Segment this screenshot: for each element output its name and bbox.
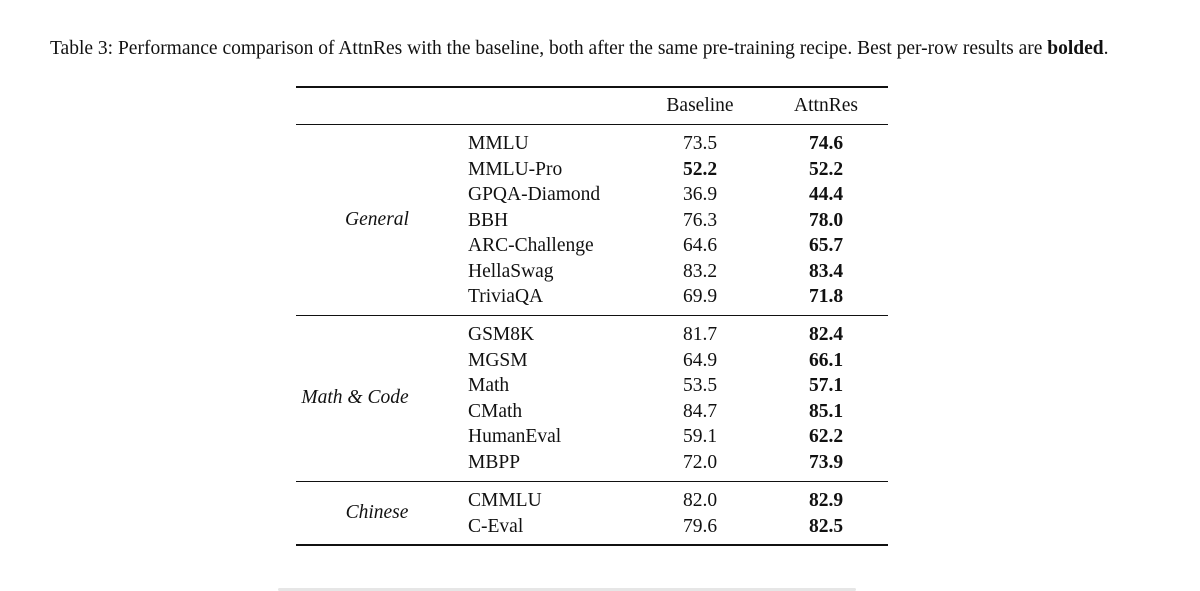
table-row-bench: HellaSwag	[468, 260, 554, 282]
table-row-bench: MBPP	[468, 451, 521, 473]
table-row-baseline: 81.7	[682, 324, 718, 345]
table-row-bench: C-Eval	[468, 515, 524, 537]
table-row-baseline: 36.9	[682, 184, 718, 205]
group-label-math-code: Math & Code	[301, 387, 409, 408]
caption-end: .	[1103, 38, 1109, 59]
table-row-attnres: 78.0	[808, 209, 844, 231]
table-row-bench: Math	[468, 375, 510, 396]
table-row-baseline: 73.5	[682, 133, 718, 154]
table-row-attnres: 82.5	[808, 515, 844, 537]
table-row-attnres: 74.6	[808, 133, 844, 154]
table-row-bench: CMath	[468, 400, 523, 422]
table-row-attnres: 62.2	[808, 426, 844, 447]
table-row-attnres: 73.9	[808, 451, 844, 473]
table-row-bench: CMMLU	[468, 490, 542, 511]
table-row-attnres: 44.4	[808, 184, 844, 205]
table-row-attnres: 71.8	[808, 286, 844, 307]
table-row-attnres: 83.4	[808, 260, 844, 282]
header-attnres: AttnRes	[794, 95, 858, 116]
table-caption: Table 3: Performance comparison of AttnR…	[50, 36, 1160, 62]
caption-label: Table 3:	[50, 38, 114, 59]
table-row-attnres: 82.4	[808, 324, 844, 345]
table-row-baseline: 53.5	[682, 375, 718, 396]
table-top-rule	[296, 86, 888, 88]
table-row-bench: BBH	[468, 209, 509, 231]
table-row-attnres: 52.2	[808, 158, 844, 180]
table-row-baseline: 79.6	[682, 515, 718, 537]
table-row-bench: TriviaQA	[468, 286, 544, 307]
table-row-baseline: 83.2	[682, 260, 718, 282]
table-row-bench: MMLU	[468, 133, 529, 154]
table-row-baseline: 76.3	[682, 209, 718, 231]
table-row-baseline: 52.2	[682, 158, 718, 180]
group-label-general: General	[345, 209, 409, 230]
table-row-attnres: 65.7	[808, 235, 844, 256]
header-rule	[296, 124, 888, 125]
table-row-attnres: 82.9	[808, 490, 844, 511]
table-row-baseline: 64.9	[682, 349, 718, 371]
table-row-baseline: 84.7	[682, 400, 718, 422]
table-row-attnres: 57.1	[808, 375, 844, 396]
table-row-baseline: 59.1	[682, 426, 718, 447]
caption-text: Performance comparison of AttnRes with t…	[113, 38, 1048, 59]
table-row-attnres: 85.1	[808, 400, 844, 422]
scroll-indicator	[278, 588, 856, 591]
table-row-bench: GPQA-Diamond	[468, 184, 601, 205]
group-label-chinese: Chinese	[345, 502, 409, 523]
table-row-baseline: 64.6	[682, 235, 718, 256]
group-separator	[296, 481, 888, 482]
table-row-bench: HumanEval	[468, 426, 562, 447]
table-row-baseline: 69.9	[682, 286, 718, 307]
table-row-bench: GSM8K	[468, 324, 535, 345]
table-row-bench: MGSM	[468, 349, 528, 371]
table-row-bench: ARC-Challenge	[468, 235, 594, 256]
header-baseline: Baseline	[666, 95, 734, 116]
table-bottom-rule	[296, 544, 888, 546]
table-row-bench: MMLU-Pro	[468, 158, 563, 180]
table-row-baseline: 82.0	[682, 490, 718, 511]
caption-bold-word: bolded	[1047, 38, 1104, 59]
group-separator	[296, 315, 888, 316]
table-row-attnres: 66.1	[808, 349, 844, 371]
table-row-baseline: 72.0	[682, 451, 718, 473]
